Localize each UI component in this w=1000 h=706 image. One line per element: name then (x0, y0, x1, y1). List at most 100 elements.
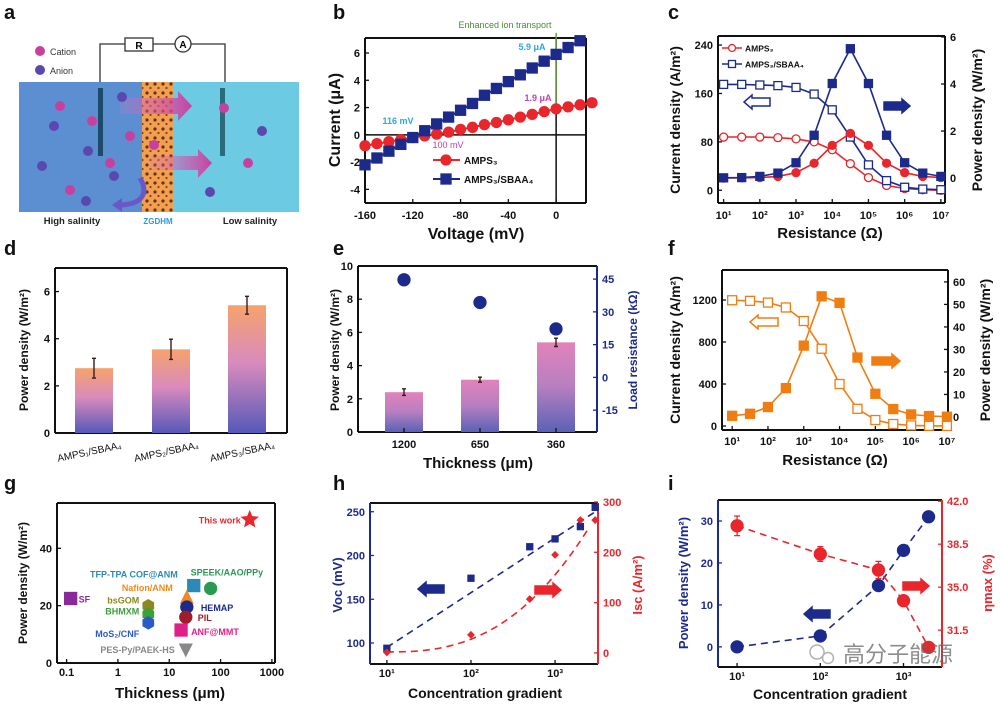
data-point (941, 411, 953, 422)
power-axis-arrow-icon (802, 605, 831, 623)
point-label: HEMAP (201, 603, 234, 613)
data-point (921, 510, 936, 524)
data-point (718, 132, 729, 142)
y-tick-label: 20 (701, 558, 713, 570)
right-electrode (220, 88, 225, 156)
y2-tick-label: 30 (602, 307, 614, 319)
y2-tick-label: 31.5 (947, 625, 968, 637)
data-point (906, 420, 917, 431)
y2-tick-label: 38.5 (947, 539, 968, 551)
y-tick-label: 250 (347, 507, 365, 519)
wechat-icon (809, 644, 825, 660)
x-axis-label: Resistance (Ω) (777, 225, 882, 242)
legend-label: AMPS₃ (745, 44, 774, 54)
data-point (467, 574, 475, 582)
data-point (870, 414, 881, 426)
data-point (918, 168, 928, 178)
y2-tick-label: 2 (950, 126, 956, 138)
data-point (203, 581, 218, 596)
annotation-voc-red: 100 mV (432, 140, 463, 150)
data-point (727, 410, 738, 421)
wechat-icon-bubble (821, 651, 835, 665)
isc-axis-arrow-icon (534, 581, 563, 599)
x-tick-label: 10² (463, 668, 479, 680)
data-point (827, 140, 837, 151)
data-point (466, 121, 479, 133)
data-point (502, 114, 515, 126)
x-axis-label: Resistance (Ω) (782, 452, 887, 469)
power-axis-arrow-icon (883, 97, 912, 115)
point-label: MoS₂/CNF (95, 629, 139, 639)
y2-tick-label: 50 (953, 299, 965, 311)
data-point (744, 295, 756, 307)
data-point (936, 171, 946, 182)
x-tick-label: 1000 (260, 667, 284, 679)
anion-rejection-arrow (117, 176, 147, 208)
data-point (550, 103, 562, 115)
y2-tick-label: 15 (602, 340, 614, 352)
resistor-symbol (124, 37, 154, 52)
bar (385, 392, 423, 432)
point-label: PIL (198, 613, 213, 623)
data-point (187, 578, 201, 593)
data-point (900, 182, 910, 192)
x-tick-label: -120 (402, 210, 424, 222)
y-tick-label: 0 (44, 428, 50, 440)
panel-c-chart: 10¹ 10² 10³ 10⁴ 10⁵ 10⁶ 10⁷ 0 80 160 240 0 2 4 6 Resist… (667, 32, 985, 242)
data-point (762, 401, 774, 413)
data-point (845, 128, 855, 139)
high-salinity-label: High salinity (44, 216, 101, 227)
point-label: This work (199, 516, 242, 526)
data-point (737, 132, 747, 142)
annotation-voc-blue: 116 mV (382, 116, 413, 126)
watermark: 高分子能源 (809, 642, 953, 667)
panel-h-chart: 10¹ 10² 10³ 100 150 200 250 0 100 200 300 Concentra… (330, 497, 645, 701)
legend-marker (727, 59, 737, 69)
y-axis-label: Voc (mV) (330, 557, 345, 612)
data-point (502, 75, 515, 88)
y-tick-label: 800 (699, 337, 717, 349)
annotation-isc-blue: 5.9 μA (518, 42, 546, 52)
y2-axis-label: Isc (A/m²) (630, 555, 645, 614)
data-point (923, 420, 935, 431)
power-axis-arrow-icon (871, 352, 902, 370)
data-point (371, 138, 383, 150)
data-point (727, 295, 738, 306)
y-tick-label: 2 (347, 394, 353, 406)
legend-marker (440, 154, 452, 166)
data-point (478, 118, 491, 131)
anion-legend-label: Anion (50, 66, 73, 76)
y-tick-label: 0 (707, 185, 713, 197)
y2-tick-label: 300 (603, 497, 621, 509)
data-point (383, 135, 395, 148)
panel-letter-a: a (4, 2, 16, 24)
data-point (791, 134, 801, 144)
x-axis-label: Thickness (μm) (115, 685, 225, 702)
y2-tick-label: 35.0 (947, 582, 968, 594)
y2-axis-label: Load resistance (kΩ) (626, 291, 640, 410)
trend-line (736, 525, 930, 648)
data-point (431, 128, 443, 140)
y-tick-label: 10 (341, 261, 353, 273)
data-point (827, 105, 837, 115)
cation-flow-arrow (150, 149, 212, 178)
y-axis-label: Current density (A/m²) (667, 46, 683, 194)
panel-letter-i: i (668, 473, 674, 495)
data-point (809, 89, 819, 99)
data-point (737, 172, 747, 183)
data-point (755, 80, 765, 90)
cation-flow-arrow (120, 91, 192, 121)
data-point (419, 125, 431, 137)
y-tick-label: 80 (701, 137, 713, 149)
data-point (923, 410, 935, 422)
data-point (454, 104, 467, 116)
data-point (906, 409, 917, 420)
y2-tick-label: 20 (953, 367, 965, 379)
y2-tick-label: 200 (603, 547, 621, 559)
bar (228, 305, 266, 433)
y-tick-label: 4 (347, 361, 354, 373)
load-resistance-point (397, 273, 411, 287)
data-point (888, 403, 899, 415)
y-axis-label: Current (μA) (327, 73, 344, 167)
